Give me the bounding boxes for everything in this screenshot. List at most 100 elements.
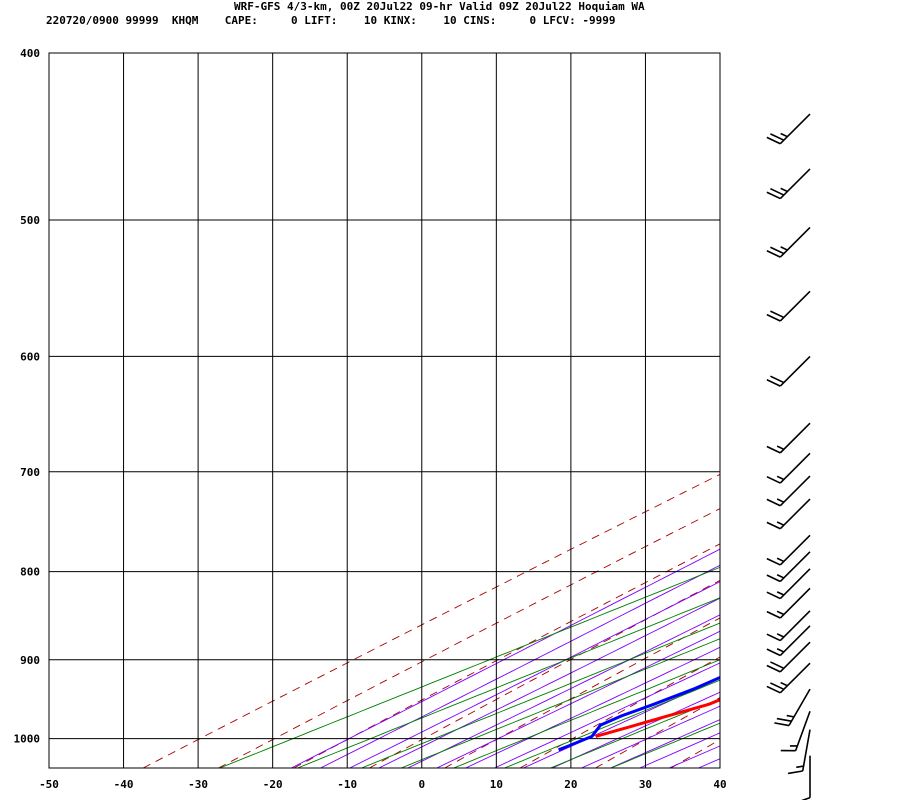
moist-adiabat bbox=[407, 614, 720, 768]
wind-barb-half-feather bbox=[776, 574, 785, 579]
wind-barb-half-feather bbox=[780, 187, 788, 193]
wind-barb-half-feather bbox=[776, 521, 785, 526]
temperature-tick-label: -10 bbox=[337, 778, 357, 791]
pressure-tick-label: 700 bbox=[20, 466, 40, 479]
mixing-ratio-line bbox=[401, 638, 720, 768]
wind-barb-staff bbox=[779, 290, 811, 322]
wind-barb bbox=[766, 290, 811, 322]
plot-frame bbox=[48, 52, 721, 769]
wind-barb-staff bbox=[779, 355, 811, 387]
mixing-ratio-line bbox=[504, 679, 720, 768]
wind-barb bbox=[766, 422, 811, 454]
wind-barb-half-feather bbox=[776, 498, 785, 503]
moist-adiabat bbox=[291, 548, 720, 768]
wind-barb-full-feather bbox=[766, 574, 781, 583]
wind-barb-full-feather bbox=[766, 610, 781, 619]
moist-adiabat bbox=[698, 758, 720, 768]
wind-barb-half-feather bbox=[776, 557, 785, 563]
wind-barb-half-feather bbox=[776, 610, 785, 616]
background-lines bbox=[142, 44, 900, 768]
wind-barb-staff bbox=[779, 625, 811, 657]
temperature-tick-label: 20 bbox=[564, 778, 577, 791]
wind-barb-staff bbox=[801, 729, 811, 772]
wind-barb-half-feather bbox=[776, 633, 785, 638]
dry-adiabat bbox=[444, 617, 720, 768]
wind-barb-full-feather bbox=[770, 375, 785, 384]
wind-barb bbox=[774, 688, 811, 727]
wind-barb-full-feather bbox=[766, 498, 781, 507]
temperature-tick-label: -20 bbox=[263, 778, 283, 791]
pressure-tick-label: 500 bbox=[20, 214, 40, 227]
chart-title: WRF-GFS 4/3-km, 00Z 20Jul22 09-hr Valid … bbox=[234, 0, 645, 13]
wind-barb-half-feather bbox=[776, 445, 785, 451]
wind-barb-full-feather bbox=[766, 136, 781, 145]
wind-barb-half-feather bbox=[776, 591, 785, 596]
wind-barb bbox=[766, 452, 811, 484]
wind-barb-half-feather bbox=[780, 132, 788, 138]
wind-barb-half-feather bbox=[780, 681, 788, 687]
pressure-tick-label: 600 bbox=[20, 350, 40, 363]
wind-barb-full-feather bbox=[770, 682, 785, 691]
mixing-ratio-line bbox=[453, 659, 720, 768]
moist-adiabat bbox=[728, 44, 900, 768]
wind-barb bbox=[787, 729, 811, 775]
wind-barb-full-feather bbox=[766, 521, 781, 530]
wind-barb-full-feather bbox=[766, 379, 781, 387]
moist-adiabat bbox=[320, 564, 720, 768]
wind-barb bbox=[766, 610, 811, 642]
pressure-tick-label: 400 bbox=[20, 47, 40, 60]
wind-barb-full-feather bbox=[776, 717, 792, 722]
wind-barb bbox=[766, 551, 811, 583]
temperature-tick-label: 40 bbox=[713, 778, 726, 791]
dry-adiabat bbox=[746, 44, 900, 768]
wind-barb-half-feather bbox=[776, 648, 785, 653]
wind-barb-full-feather bbox=[766, 664, 781, 673]
wind-barb-staff bbox=[794, 710, 811, 751]
wind-barb bbox=[766, 568, 811, 600]
wind-barb bbox=[766, 587, 811, 619]
temperature-tick-label: -40 bbox=[114, 778, 134, 791]
wind-barb-full-feather bbox=[770, 187, 785, 196]
wind-barb-staff bbox=[779, 568, 811, 600]
wind-barbs bbox=[766, 113, 811, 800]
temperature-tick-label: -30 bbox=[188, 778, 208, 791]
wind-barb bbox=[766, 226, 811, 258]
dry-adiabat bbox=[293, 543, 720, 768]
wind-barb bbox=[780, 710, 811, 752]
wind-barb-half-feather bbox=[786, 714, 795, 718]
wind-barb-staff bbox=[779, 498, 811, 530]
mixing-ratio-line bbox=[297, 597, 720, 768]
temperature-tick-label: 10 bbox=[490, 778, 503, 791]
wind-barb-full-feather bbox=[801, 796, 811, 800]
wind-barb bbox=[766, 534, 811, 566]
wind-barb bbox=[766, 113, 811, 145]
dry-adiabat bbox=[822, 44, 900, 768]
wind-barb bbox=[766, 625, 811, 657]
moist-adiabat bbox=[465, 646, 720, 768]
wind-barb bbox=[766, 168, 811, 200]
dewpoint-trace bbox=[558, 675, 720, 752]
wind-barb bbox=[766, 355, 811, 387]
mixing-ratio-line bbox=[219, 566, 720, 768]
wind-barb-staff bbox=[779, 534, 811, 566]
pressure-tick-label: 900 bbox=[20, 654, 40, 667]
wind-barb-full-feather bbox=[766, 633, 781, 642]
wind-barb bbox=[766, 662, 811, 694]
wind-barb-staff bbox=[779, 641, 811, 673]
temperature-trace bbox=[595, 698, 720, 738]
wind-barb-full-feather bbox=[766, 685, 781, 694]
temperature-tick-label: 30 bbox=[639, 778, 652, 791]
wind-barb bbox=[766, 498, 811, 530]
sounding-traces bbox=[558, 675, 720, 752]
wind-barb-full-feather bbox=[766, 191, 781, 200]
pressure-axis: 400 500 600 700 800 900 1000 bbox=[14, 47, 41, 746]
wind-barb-full-feather bbox=[766, 445, 781, 454]
wind-barb-full-feather bbox=[766, 648, 781, 657]
wind-barb-full-feather bbox=[766, 557, 781, 566]
pressure-tick-label: 1000 bbox=[14, 733, 41, 746]
wind-barb-full-feather bbox=[774, 722, 790, 727]
moist-adiabat bbox=[378, 597, 720, 768]
moist-adiabat bbox=[436, 630, 720, 768]
wind-barb-staff bbox=[779, 475, 811, 507]
wind-barb-full-feather bbox=[770, 310, 785, 319]
